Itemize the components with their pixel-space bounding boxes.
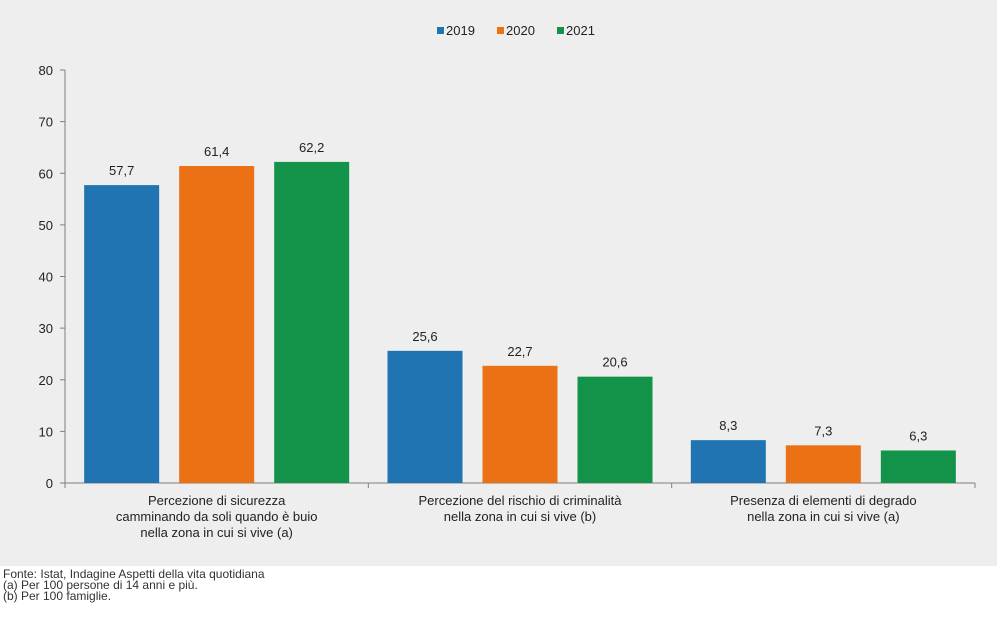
- legend-swatch-2019: [437, 27, 444, 34]
- y-tick-label: 70: [39, 115, 53, 130]
- legend-label-2019: 2019: [446, 23, 475, 38]
- data-label: 8,3: [719, 418, 737, 433]
- bar-2019: [84, 185, 160, 483]
- bar-chart: 0 10 20 30 40 50 60 70 80 57,7 61,4 62,2 Percezione …: [39, 23, 976, 540]
- bar-2020: [785, 445, 861, 483]
- data-label: 20,6: [602, 355, 627, 370]
- data-label: 25,6: [412, 329, 437, 344]
- category-label: nella zona in cui si vive (b): [444, 509, 596, 524]
- legend-swatch-2020: [497, 27, 504, 34]
- data-label: 6,3: [909, 428, 927, 443]
- y-tick-label: 60: [39, 166, 53, 181]
- bar-2021: [880, 450, 956, 483]
- y-tick-label: 10: [39, 424, 53, 439]
- bar-2020: [482, 365, 558, 483]
- y-tick-label: 20: [39, 373, 53, 388]
- category-label: Presenza di elementi di degrado: [730, 493, 916, 508]
- chart-panel: 0 10 20 30 40 50 60 70 80 57,7 61,4 62,2 Percezione …: [0, 0, 997, 566]
- data-label: 22,7: [507, 344, 532, 359]
- legend-swatch-2021: [557, 27, 564, 34]
- data-label: 7,3: [814, 423, 832, 438]
- category-label: Percezione di sicurezza: [148, 493, 286, 508]
- legend-label-2020: 2020: [506, 23, 535, 38]
- y-tick-label: 50: [39, 218, 53, 233]
- legend-label-2021: 2021: [566, 23, 595, 38]
- data-label: 62,2: [299, 140, 324, 155]
- category-label: nella zona in cui si vive (a): [140, 525, 292, 540]
- data-label: 57,7: [109, 163, 134, 178]
- data-label: 61,4: [204, 144, 229, 159]
- footnote-a: (a) Per 100 persone di 14 anni e più.: [3, 578, 198, 592]
- bar-2019: [690, 440, 766, 483]
- y-tick-label: 0: [46, 476, 53, 491]
- y-tick-label: 30: [39, 321, 53, 336]
- footnote-b: (b) Per 100 famiglie.: [3, 589, 112, 603]
- y-tick-label: 40: [39, 270, 53, 285]
- category-label: Percezione del rischio di criminalità: [418, 493, 622, 508]
- source-note: Fonte: Istat, Indagine Aspetti della vit…: [3, 567, 265, 581]
- y-tick-label: 80: [39, 63, 53, 78]
- category-label: nella zona in cui si vive (a): [747, 509, 899, 524]
- bar-2019: [387, 350, 463, 483]
- footnotes: Fonte: Istat, Indagine Aspetti della vit…: [3, 567, 265, 603]
- category-label: camminando da soli quando è buio: [116, 509, 318, 524]
- bar-2020: [179, 166, 255, 483]
- bar-2021: [577, 376, 653, 483]
- bar-2021: [274, 161, 350, 483]
